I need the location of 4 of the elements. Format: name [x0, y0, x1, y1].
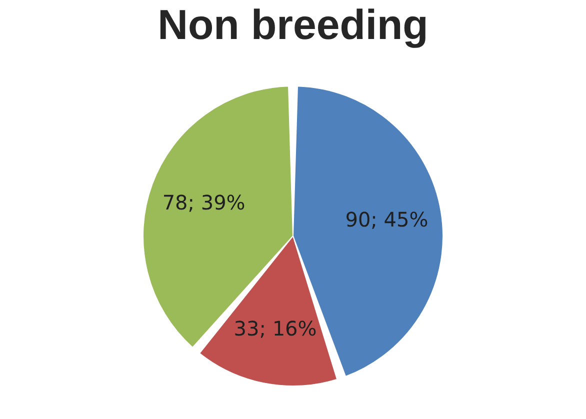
data-label: 33; 16%: [234, 316, 317, 340]
data-label: 78; 39%: [162, 190, 246, 214]
data-label: 90; 45%: [345, 207, 428, 232]
chart-title: Non breeding: [158, 1, 428, 48]
